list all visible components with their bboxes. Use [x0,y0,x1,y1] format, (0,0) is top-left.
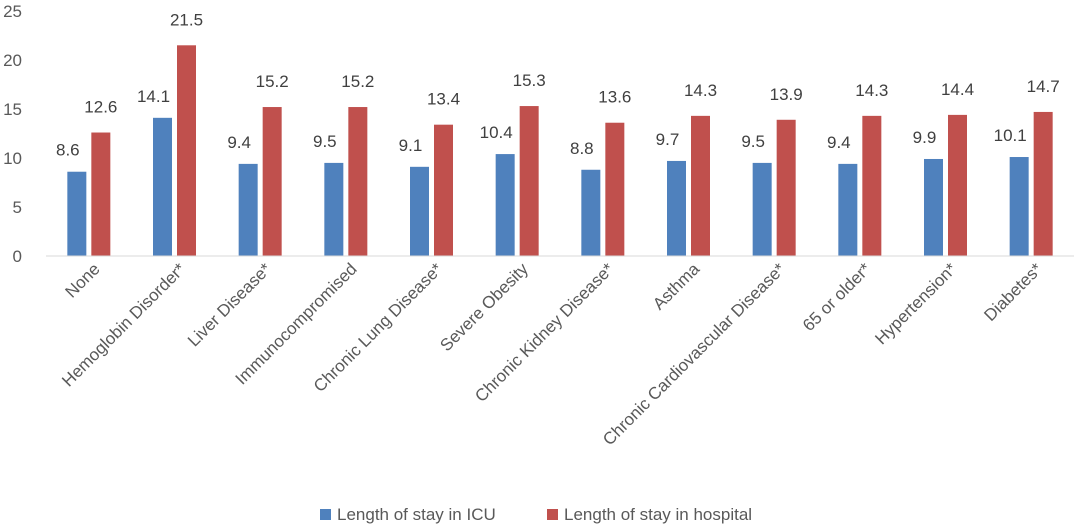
data-label-icu: 10.1 [994,126,1027,145]
data-label-hospital: 15.2 [341,72,374,91]
category-label: Diabetes* [980,259,1046,325]
bar-icu [239,164,258,256]
bar-hospital [1034,112,1053,256]
bars-group [67,45,1052,256]
data-label-hospital: 14.3 [855,81,888,100]
bar-icu [838,164,857,256]
category-label: None [61,259,103,301]
y-tick-label: 10 [3,149,22,168]
y-tick-label: 25 [3,2,22,21]
bar-icu [581,170,600,256]
bar-hospital [520,106,539,256]
legend-swatch [547,509,558,520]
bar-icu [753,163,772,256]
data-label-icu: 10.4 [480,123,513,142]
bar-icu [1010,157,1029,256]
category-label: Severe Obesity [436,259,532,355]
bar-icu [410,167,429,256]
data-label-icu: 9.4 [227,133,251,152]
bar-hospital [177,45,196,256]
bar-chart: 0 5 10 15 20 25 8.6 12.6 14.1 21.5 9.4 15.2 9.5 15.2… [0,0,1084,530]
bar-hospital [691,116,710,256]
category-label: 65 or older* [799,259,875,335]
category-label: Liver Disease* [184,259,275,350]
bar-icu [153,118,172,256]
data-label-hospital: 13.4 [427,90,460,109]
bar-icu [924,159,943,256]
data-label-hospital: 14.4 [941,80,974,99]
data-label-icu: 9.5 [313,132,337,151]
data-label-icu: 9.4 [827,133,851,152]
data-label-hospital: 21.5 [170,10,203,29]
bar-hospital [862,116,881,256]
bar-icu [667,161,686,256]
bar-hospital [948,115,967,256]
bar-hospital [777,120,796,256]
y-tick-label: 20 [3,51,22,70]
category-label: Asthma [649,259,704,314]
data-label-hospital: 14.3 [684,81,717,100]
bar-hospital [434,125,453,256]
data-label-icu: 8.8 [570,139,594,158]
data-label-hospital: 13.9 [770,85,803,104]
bar-hospital [605,123,624,256]
legend: Length of stay in ICU Length of stay in h… [320,505,752,524]
category-label: Chronic Kidney Disease* [471,259,618,406]
bar-icu [324,163,343,256]
data-label-hospital: 14.7 [1027,77,1060,96]
category-label: Hypertension* [871,259,960,348]
data-label-icu: 9.9 [913,128,937,147]
y-tick-label: 15 [3,100,22,119]
data-labels: 8.6 12.6 14.1 21.5 9.4 15.2 9.5 15.2 9.1 13.4 10.4… [56,10,1060,159]
y-axis: 0 5 10 15 20 25 [3,2,22,266]
legend-label: Length of stay in ICU [337,505,496,524]
y-tick-label: 5 [13,198,22,217]
data-label-icu: 9.5 [741,132,765,151]
y-tick-label: 0 [13,247,22,266]
data-label-icu: 9.1 [399,136,423,155]
bar-hospital [348,107,367,256]
legend-swatch [320,509,331,520]
data-label-icu: 14.1 [137,87,170,106]
bar-hospital [263,107,282,256]
data-label-hospital: 12.6 [84,98,117,117]
data-label-hospital: 15.2 [256,72,289,91]
legend-label: Length of stay in hospital [564,505,752,524]
category-label: Chronic Cardiovascular Disease* [599,259,789,449]
data-label-hospital: 15.3 [513,71,546,90]
data-label-hospital: 13.6 [598,88,631,107]
bar-icu [496,154,515,256]
data-label-icu: 8.6 [56,141,80,160]
bar-hospital [91,133,110,256]
data-label-icu: 9.7 [656,130,680,149]
bar-icu [67,172,86,256]
